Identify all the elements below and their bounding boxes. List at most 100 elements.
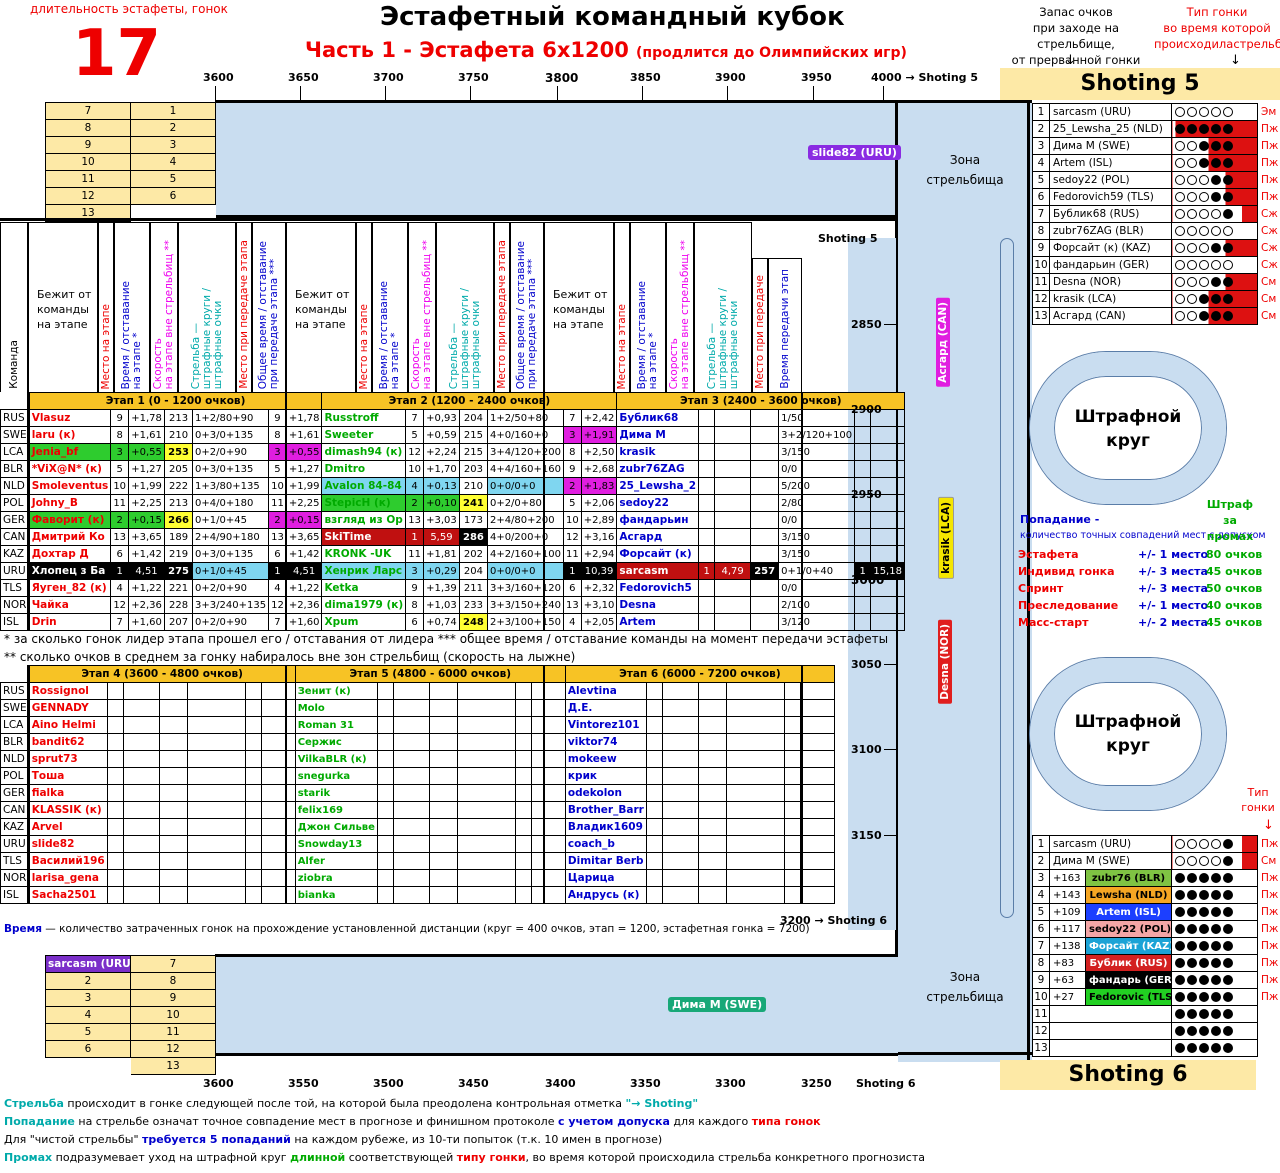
- empty-cell: [392, 801, 430, 819]
- empty-cell: [514, 716, 532, 734]
- shooting: 1+2/50+80: [486, 409, 564, 427]
- runner: 25_Lewsha_2: [616, 477, 700, 495]
- shot-dot: [1199, 941, 1209, 951]
- shoting6-row: 13: [1032, 1039, 1280, 1057]
- team-row: TLS Яуген_82 (к) 4 +1,22 221 0+2/0+90 4 +1,22 Ke…: [0, 579, 906, 597]
- shot-dot: [1199, 924, 1209, 934]
- shooter-number: 6: [1032, 920, 1050, 938]
- speed: [750, 426, 780, 444]
- slot-left: 4: [45, 1006, 131, 1024]
- shot-dots: [1171, 188, 1258, 206]
- shoting6-row: 7 +138 Форсайт (KAZ) Пж: [1032, 937, 1280, 955]
- runner: dima1979 (к): [321, 596, 407, 614]
- rule-note-part: Для "чистой стрельбы": [4, 1133, 143, 1146]
- empty-cell: [376, 818, 394, 836]
- shoting6-row: 5 +109 Artem (ISL) Пж: [1032, 903, 1280, 921]
- reserve-points: +83: [1049, 954, 1086, 972]
- empty-cell: [783, 869, 801, 887]
- total-time: +1,78: [285, 409, 323, 427]
- speed: 266: [164, 511, 194, 529]
- runner: Sacha2501: [28, 886, 108, 904]
- empty-cell: [244, 750, 262, 768]
- shot-dot: [1199, 175, 1209, 185]
- team-row: SWE laru (к) 8 +1,61 210 0+3/0+135 8 +1,61 Sweet…: [0, 426, 906, 444]
- runner-chip-slide82[interactable]: slide82 (URU): [808, 145, 901, 160]
- shooting: 0+1/0+45: [192, 562, 270, 580]
- tolerance: +/- 1 место: [1138, 548, 1209, 561]
- handoff-place: 4: [562, 613, 582, 631]
- handoff-place: [854, 426, 872, 444]
- shot-dot: [1223, 175, 1233, 185]
- stage-title: Этап 4 (3600 - 4800 очков): [28, 665, 296, 683]
- empty-cell: [244, 801, 262, 819]
- runner: Brother_Barr: [564, 801, 647, 819]
- total-time: +2,06: [580, 494, 618, 512]
- shooter-number: 13: [1032, 307, 1050, 325]
- race-type-name: Преследование: [1018, 599, 1119, 612]
- bottom-axis-tick: 3450: [458, 1077, 489, 1090]
- empty-cell: [392, 716, 430, 734]
- slot-left: 3: [45, 989, 131, 1007]
- stage-place: 4: [405, 477, 424, 495]
- runner-chip-dima[interactable]: Дима М (SWE): [668, 997, 767, 1012]
- race-type: Пж: [1261, 923, 1279, 935]
- runner-chip-krasik[interactable]: krasik (LCA): [938, 497, 954, 579]
- shooting-zone-bottom-label: Зона стрельбища: [926, 970, 1004, 1004]
- empty-cell: [799, 682, 835, 700]
- shot-dot: [1223, 158, 1233, 168]
- empty-cell: [392, 750, 430, 768]
- team-code: KAZ: [0, 545, 30, 563]
- runner: Dmitro: [321, 460, 407, 478]
- rule-note-part: соответствующей: [345, 1151, 457, 1164]
- shooter-name: sedoy22 (POL): [1049, 171, 1172, 189]
- column-header: Скорость на этапе вне стрельбищ **: [410, 239, 433, 389]
- stages-1-3-table: Этап 1 (0 - 1200 очков) Этап 2 (1200 - 24…: [0, 392, 906, 631]
- empty-cell: [186, 801, 246, 819]
- handoff-place: 7: [562, 409, 582, 427]
- column-header: Стрельба — штрафные круги / штрафные очк…: [705, 287, 740, 389]
- shooter-number: 12: [1032, 1022, 1050, 1040]
- shooter-name: Дима М (SWE): [1049, 137, 1172, 155]
- empty-cell: [783, 699, 801, 717]
- race-type: Пж: [1261, 957, 1279, 969]
- stage-time: +1,61: [128, 426, 166, 444]
- slot-left: sarcasm (URU): [45, 955, 131, 973]
- runner: StepicH (к): [321, 494, 407, 512]
- slot-left: 6: [45, 1040, 131, 1058]
- stage-place: 10: [110, 477, 130, 495]
- team-row: BLR bandit62 Сержис viktor74: [0, 733, 835, 751]
- tolerance: +/- 3 места: [1138, 582, 1208, 595]
- handoff-place: [854, 528, 872, 546]
- stage-place: [698, 579, 716, 597]
- stage-place: 6: [405, 613, 424, 631]
- race-type: См: [1261, 855, 1277, 867]
- shot-dot: [1223, 124, 1233, 134]
- slot-right: 1: [130, 102, 216, 120]
- shot-dot: [1223, 260, 1233, 270]
- shooting: 4+0/160+0: [486, 426, 564, 444]
- shooting: 0+0/0+0: [486, 562, 564, 580]
- stage-place: 1: [698, 562, 716, 580]
- shooter-name: sedoy22 (POL): [1085, 920, 1172, 938]
- total-time: [870, 426, 906, 444]
- team-row: BLR *ViX@N* (к) 5 +1,27 205 0+3/0+135 5 +1,27 Dm…: [0, 460, 906, 478]
- empty-cell: [645, 699, 663, 717]
- empty-cell: [697, 818, 727, 836]
- shot-dot: [1175, 873, 1185, 883]
- runner-chip-asgard[interactable]: Асгард (CAN): [936, 298, 950, 387]
- stage-time: +1,81: [422, 545, 460, 563]
- shot-dot: [1187, 1009, 1197, 1019]
- bottom-track: [215, 954, 898, 1056]
- shooter-number: 7: [1032, 205, 1050, 223]
- empty-cell: [661, 869, 699, 887]
- runner: Дохтар Д: [28, 545, 112, 563]
- shot-dot: [1175, 311, 1185, 321]
- empty-cell: [645, 869, 663, 887]
- empty-cell: [725, 767, 785, 785]
- runner-chip-desna[interactable]: Desna (NOR): [938, 620, 952, 704]
- shot-dot: [1223, 294, 1233, 304]
- runner: Jenia_bf: [28, 443, 112, 461]
- shoting5-row: 8 zubr76ZAG (BLR) Сж: [1032, 222, 1280, 240]
- shot-dot: [1199, 975, 1209, 985]
- total-time: +1,27: [285, 460, 323, 478]
